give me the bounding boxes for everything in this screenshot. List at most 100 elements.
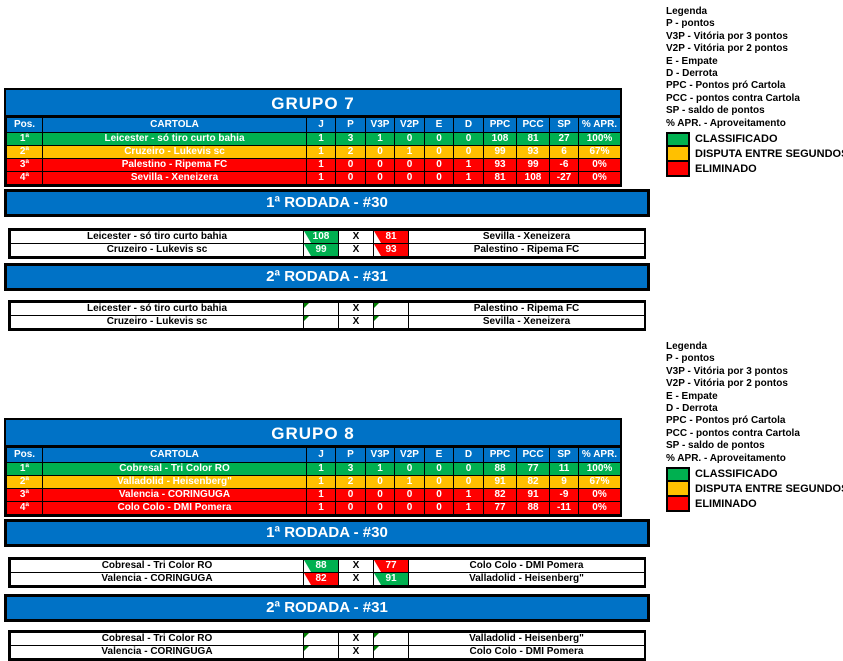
cell-sp: -9	[549, 488, 579, 502]
cell-pcc: 108	[516, 171, 550, 185]
group8-round2-matches: Cobresal - Tri Color RO X Valladolid - H…	[8, 630, 646, 661]
match-home-score-input[interactable]	[303, 632, 339, 646]
cell-team: Palestino - Ripema FC	[42, 158, 307, 172]
cell-apr: 0%	[578, 488, 621, 502]
match-home-team: Valencia - CORINGUGA	[10, 572, 304, 586]
round-title: 2ª RODADA - #31	[266, 599, 388, 616]
cell-v2p: 0	[394, 171, 425, 185]
cell-pos: 2ª	[6, 475, 43, 489]
legend-line-sp: SP - saldo de pontos	[666, 105, 765, 117]
match-row: Cobresal - Tri Color RO X Valladolid - H…	[10, 632, 645, 646]
group8-header-row: Pos. CARTOLA J P V3P V2P E D PPC PCC SP …	[6, 447, 621, 463]
match-home-team: Cruzeiro - Lukevis sc	[10, 243, 304, 257]
legend-line-p: P - pontos	[666, 353, 715, 365]
cell-j: 1	[306, 462, 336, 476]
match-home-score: 82	[303, 572, 339, 586]
cell-d: 1	[453, 488, 484, 502]
match-row: Cobresal - Tri Color RO 88 X 77 Colo Col…	[10, 559, 645, 573]
match-away-team: Sevilla - Xeneizera	[408, 230, 645, 244]
match-away-score-input[interactable]	[373, 302, 409, 316]
cell-ppc: 88	[483, 462, 517, 476]
cell-pos: 1ª	[6, 132, 43, 146]
cell-pcc: 81	[516, 132, 550, 146]
cell-sp: 9	[549, 475, 579, 489]
legend-status-row: DISPUTA ENTRE SEGUNDOS	[666, 147, 843, 163]
match-x-separator: X	[338, 645, 374, 659]
col-header-cartola: CARTOLA	[42, 117, 307, 133]
match-home-score-input[interactable]	[303, 645, 339, 659]
match-home-score-input[interactable]	[303, 315, 339, 329]
cell-sp: -11	[549, 501, 579, 515]
match-away-score-input[interactable]	[373, 632, 409, 646]
cell-pcc: 77	[516, 462, 550, 476]
eliminated-color-swatch	[666, 497, 690, 513]
empty-cell-marker-icon	[304, 646, 309, 651]
legend-line-e: E - Empate	[666, 390, 718, 402]
group7-round2-matches: Leicester - só tiro curto bahia X Palest…	[8, 300, 646, 331]
legend-title: Legenda	[666, 6, 708, 17]
group7-round2-banner: 2ª RODADA - #31	[4, 263, 650, 291]
match-away-score-input[interactable]	[373, 645, 409, 659]
legend-status-label: ELIMINADO	[695, 498, 757, 511]
playoff-color-swatch	[666, 482, 690, 498]
cell-pos: 4ª	[6, 171, 43, 185]
cell-pos: 3ª	[6, 488, 43, 502]
cell-team: Leicester - só tiro curto bahia	[42, 132, 307, 146]
match-home-team: Valencia - CORINGUGA	[10, 645, 304, 659]
legend-line-v2p: V2P - Vitória por 2 pontos	[666, 43, 788, 55]
cell-p: 0	[335, 158, 366, 172]
cell-pos: 2ª	[6, 145, 43, 159]
cell-pcc: 91	[516, 488, 550, 502]
legend-line-d: D - Derrota	[666, 68, 718, 80]
cell-p: 3	[335, 462, 366, 476]
col-header-cartola: CARTOLA	[42, 447, 307, 463]
standings-row-3: 3ª Palestino - Ripema FC 1 0 0 0 0 1 93 …	[6, 158, 621, 172]
col-header-v2p: V2P	[394, 117, 425, 133]
match-home-team: Cobresal - Tri Color RO	[10, 632, 304, 646]
match-home-score-input[interactable]	[303, 302, 339, 316]
cell-team: Valladolid - Heisenberg"	[42, 475, 307, 489]
cell-v3p: 0	[365, 145, 395, 159]
cell-v3p: 1	[365, 132, 395, 146]
group7-round1-matches: Leicester - só tiro curto bahia 108 X 81…	[8, 228, 646, 259]
col-header-d: D	[453, 117, 484, 133]
cell-sp: -27	[549, 171, 579, 185]
wedge-marker	[374, 244, 381, 256]
cell-d: 0	[453, 132, 484, 146]
match-row: Cruzeiro - Lukevis sc 99 X 93 Palestino …	[10, 243, 645, 257]
col-header-p: P	[335, 117, 366, 133]
legend-bottom: Legenda P - pontos V3P - Vitória por 3 p…	[666, 341, 843, 513]
cell-ppc: 81	[483, 171, 517, 185]
cell-v3p: 0	[365, 171, 395, 185]
cell-v3p: 0	[365, 158, 395, 172]
legend-status-row: ELIMINADO	[666, 162, 843, 178]
legend-line-e: E - Empate	[666, 55, 718, 67]
col-header-pos: Pos.	[6, 117, 43, 133]
match-home-team: Cruzeiro - Lukevis sc	[10, 315, 304, 329]
cell-v2p: 0	[394, 132, 425, 146]
group8-round2-banner: 2ª RODADA - #31	[4, 594, 650, 622]
standings-row-2: 2ª Valladolid - Heisenberg" 1 2 0 1 0 0 …	[6, 475, 621, 489]
empty-cell-marker-icon	[304, 633, 309, 638]
match-away-score-input[interactable]	[373, 315, 409, 329]
cell-e: 0	[424, 132, 454, 146]
cell-d: 0	[453, 462, 484, 476]
legend-status-swatches: CLASSIFICADO DISPUTA ENTRE SEGUNDOS ELIM…	[666, 467, 843, 513]
cell-e: 0	[424, 475, 454, 489]
cell-pcc: 82	[516, 475, 550, 489]
match-away-team: Valladolid - Heisenberg"	[408, 632, 645, 646]
cell-sp: -6	[549, 158, 579, 172]
match-x-separator: X	[338, 572, 374, 586]
col-header-pos: Pos.	[6, 447, 43, 463]
legend-line-apr: % APR. - Aproveitamento	[666, 117, 786, 129]
match-home-team: Leicester - só tiro curto bahia	[10, 230, 304, 244]
col-header-pcc: PCC	[516, 117, 550, 133]
legend-status-label: CLASSIFICADO	[695, 133, 778, 146]
standings-row-1: 1ª Cobresal - Tri Color RO 1 3 1 0 0 0 8…	[6, 462, 621, 476]
empty-cell-marker-icon	[374, 316, 379, 321]
cell-sp: 27	[549, 132, 579, 146]
match-x-separator: X	[338, 302, 374, 316]
match-away-team: Sevilla - Xeneizera	[408, 315, 645, 329]
cell-j: 1	[306, 132, 336, 146]
cell-e: 0	[424, 488, 454, 502]
